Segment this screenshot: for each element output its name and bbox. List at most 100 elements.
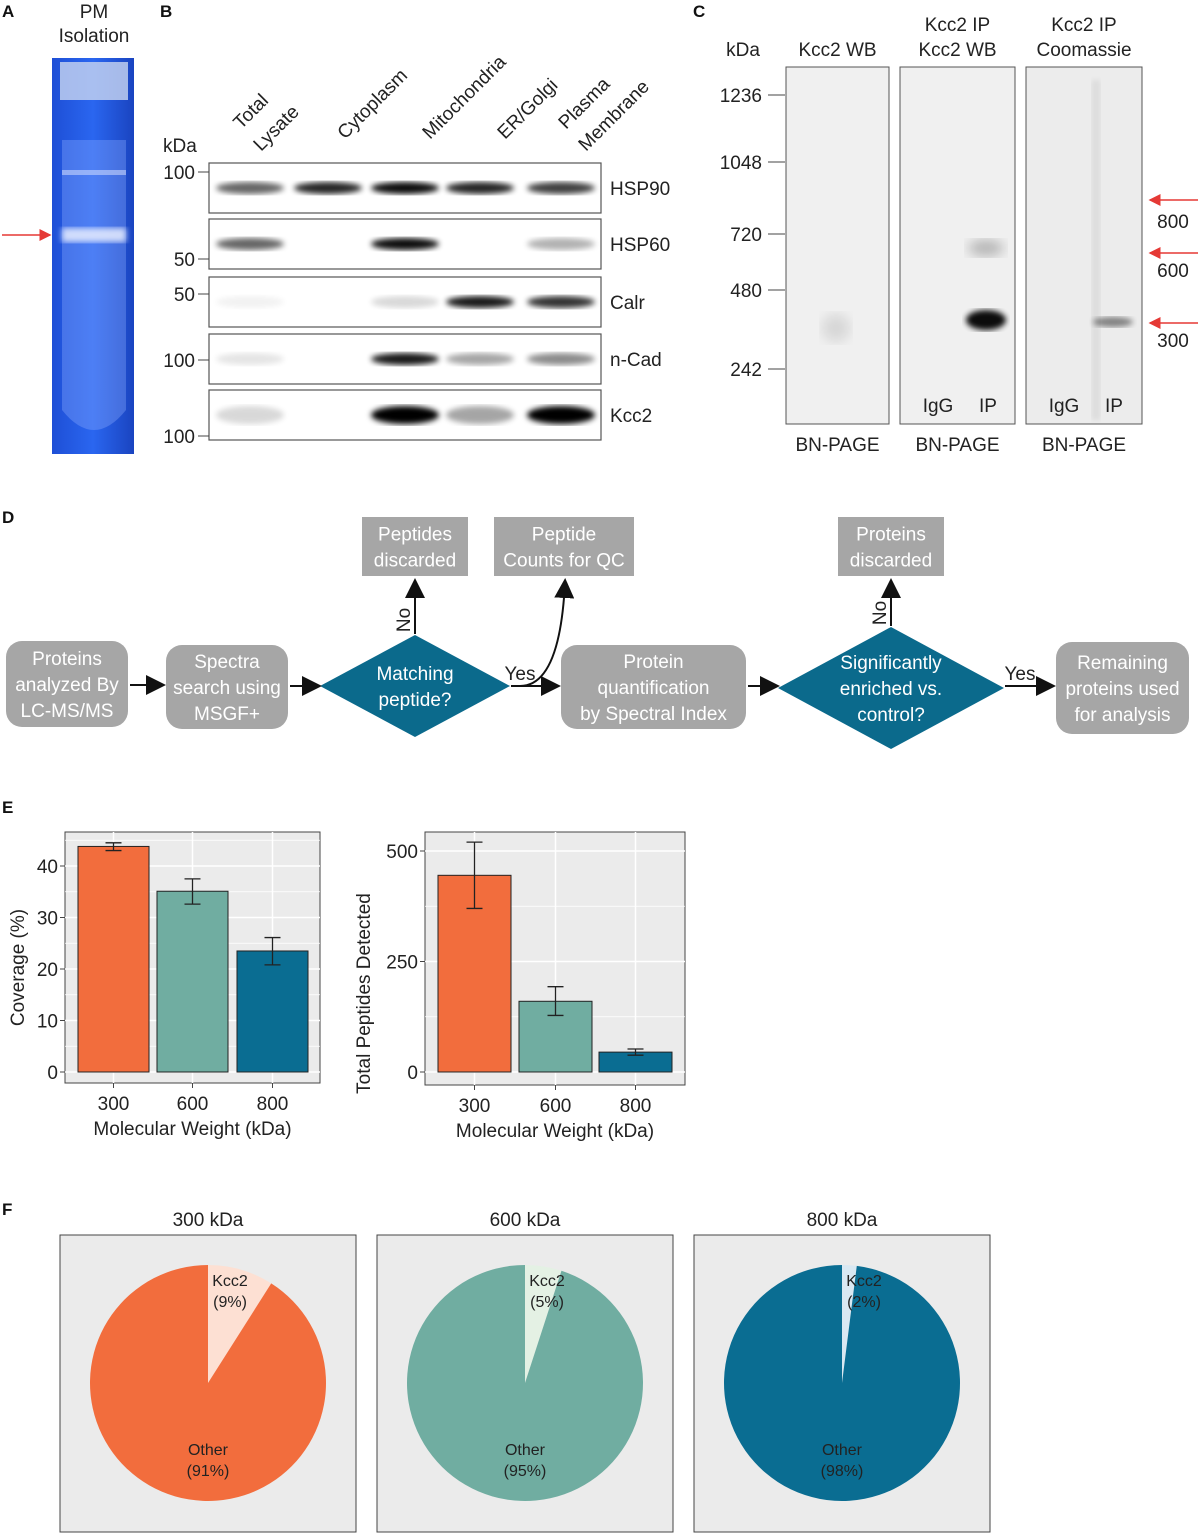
bar-600 [156,890,229,1073]
lane-label: IgG [923,396,954,417]
lane-smear [1092,80,1100,420]
panel-b-letter: B [160,2,172,21]
panel-a-title-1: PM [80,2,109,23]
box-text: Remaining [1077,653,1168,674]
box-text: discarded [374,551,456,572]
flow-decision-matching: Matching peptide? [320,635,510,737]
edge-no-2: No [870,601,891,625]
arrow-label: 600 [1157,261,1189,282]
blot-hsp90: HSP90 100 [163,162,670,214]
kda-marker: 720 [730,225,762,246]
band [294,182,362,194]
bar-chart-1: 0 10 20 30 40 300 600 800 Molecular Weight (kDa)… [8,831,321,1140]
pie-title: 600 kDa [490,1210,561,1231]
lane-label: IP [979,396,997,417]
band [216,353,284,365]
pie-slice-other [724,1265,961,1501]
box-text: Proteins [856,525,926,546]
panel-f-letter: F [2,1200,12,1219]
slice-pct: (91%) [187,1463,230,1480]
box-text: MSGF+ [194,704,260,725]
pie-slice-other [406,1265,643,1501]
decision-text: peptide? [379,690,452,711]
box-shape [6,641,128,727]
y-tick-label: 20 [37,960,58,981]
x-tick-label: 300 [459,1096,491,1117]
flow-box-spectra: Spectra search using MSGF+ [166,645,288,729]
band [446,353,514,365]
error-bar [547,986,564,1017]
slice-pct: (9%) [213,1294,247,1311]
kda-marker: 480 [730,281,762,302]
y-tick-label: 0 [47,1063,58,1084]
x-axis-label: Molecular Weight (kDa) [456,1121,654,1142]
pie-title: 800 kDa [807,1210,878,1231]
slice-pct: (98%) [821,1463,864,1480]
slice-label: Kcc2 [212,1273,248,1290]
box-text: for analysis [1074,705,1170,726]
edge-yes-1: Yes [505,664,536,685]
slice-label: Other [188,1442,229,1459]
flow-box-proteins: Proteins analyzed By LC-MS/MS [6,641,128,727]
edge-no-1: No [394,608,415,632]
box-text: quantification [598,678,710,699]
box-text: Proteins [32,649,102,670]
box-shape [362,517,468,576]
edge-yes-2: Yes [1005,664,1036,685]
gel-title: Kcc2 IP [925,15,990,36]
panel-c-letter: C [693,2,705,21]
band [216,296,284,308]
x-tick-label: 600 [540,1096,572,1117]
band [371,406,439,424]
band [527,353,595,365]
band [822,314,850,342]
panel-e-letter: E [2,798,13,817]
gel-footer: BN-PAGE [915,435,999,456]
arrow-label: 800 [1157,212,1189,233]
y-tick-label: 40 [37,857,58,878]
blot-calr: Calr 50 [174,276,646,328]
band [216,182,284,194]
gel-2: Kcc2 IP Kcc2 WB BN-PAGE IgG IP [899,15,1016,456]
band [216,238,284,250]
y-tick-label: 30 [37,909,58,930]
y-tick-label: 250 [386,953,418,974]
flow-box-prot_discarded: Proteins discarded [838,517,944,576]
pie-chart-300-kda: 300 kDa Kcc2 (9%) Other (91%) [59,1210,357,1533]
band [527,406,595,424]
band [216,406,284,424]
gel-title: Coomassie [1036,40,1131,61]
lane-label: Cytoplasm [334,65,412,143]
gel-footer: BN-PAGE [1042,435,1126,456]
band [446,296,514,308]
band [527,296,595,308]
gel-title: Kcc2 WB [918,40,996,61]
box-shape [561,645,746,729]
error-bar [627,1048,644,1056]
slice-pct: (95%) [504,1463,547,1480]
band [966,310,1006,330]
lane-label: IgG [1049,396,1080,417]
protein-label: Kcc2 [610,406,652,427]
slice-label: Kcc2 [846,1273,882,1290]
flow-decision-enriched: Significantly enriched vs. control? [778,627,1004,749]
marker-label: 100 [163,351,195,372]
flow-box-pep_counts: Peptide Counts for QC [494,517,634,576]
box-text: analyzed By [15,675,119,696]
box-shape [838,517,944,576]
bar-chart-2: 0 250 500 300 600 800 Molecular Weight (kDa) To… [354,831,686,1142]
slice-pct: (5%) [530,1294,564,1311]
box-text: discarded [850,551,932,572]
panel-b-kda: kDa [163,136,197,157]
box-shape [166,645,288,729]
slice-label: Other [505,1442,546,1459]
flow-box-pep_discarded: Peptides discarded [362,517,468,576]
protein-label: HSP60 [610,235,670,256]
protein-label: HSP90 [610,179,670,200]
diamond-shape [778,627,1004,749]
decision-text: control? [857,705,925,726]
y-tick-label: 0 [407,1063,418,1084]
box-text: LC-MS/MS [21,701,114,722]
decision-text: Significantly [840,653,942,674]
marker-label: 100 [163,163,195,184]
